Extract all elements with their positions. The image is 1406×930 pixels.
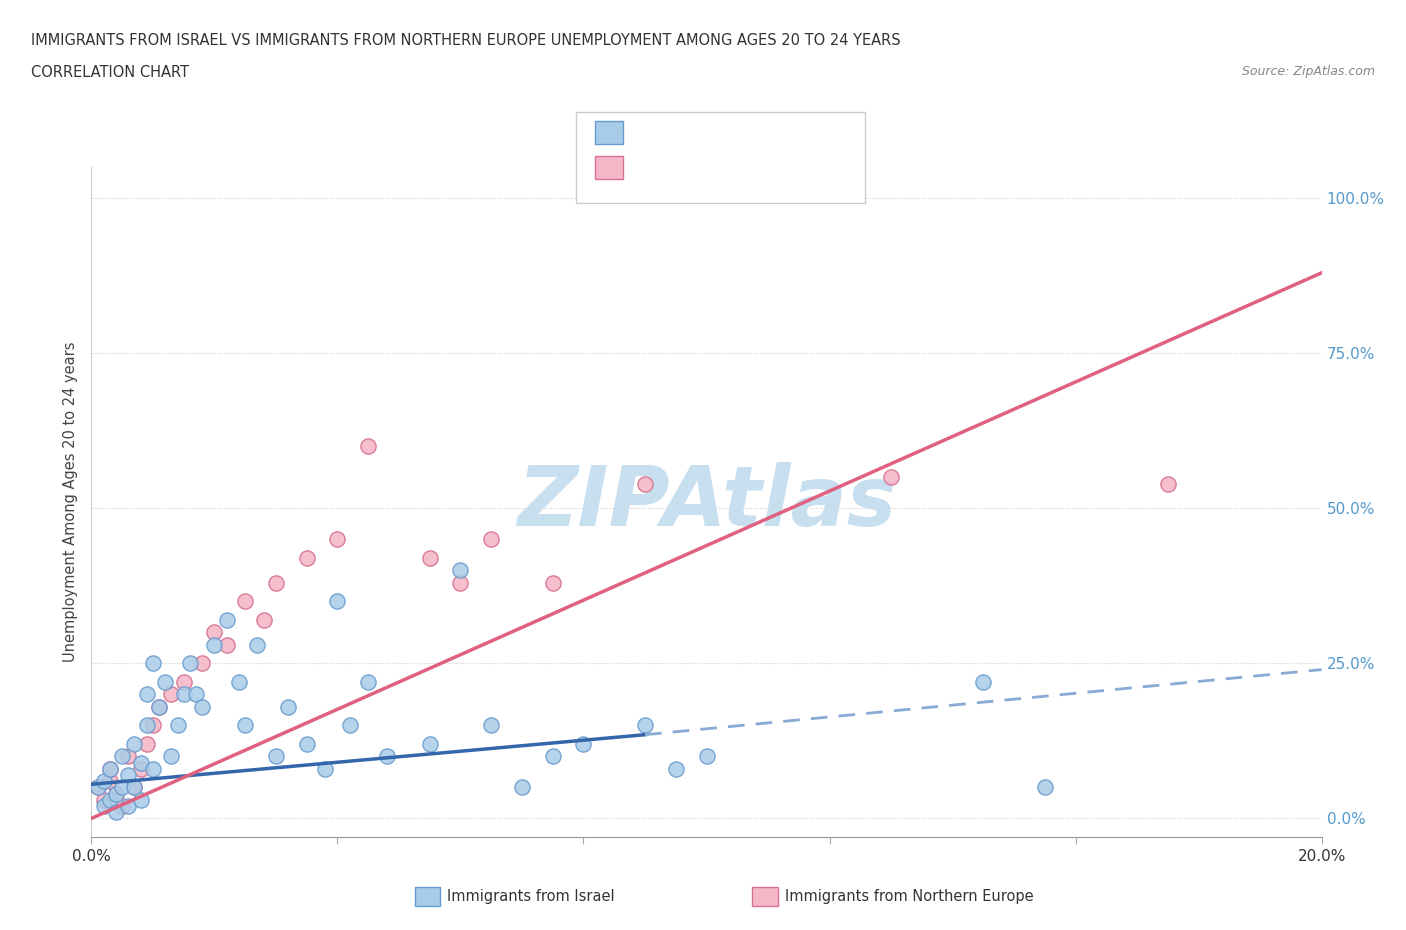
Point — [295, 551, 318, 565]
Point — [191, 699, 214, 714]
Point — [117, 799, 139, 814]
Point — [160, 749, 183, 764]
Point — [202, 625, 225, 640]
Point — [295, 737, 318, 751]
Point — [696, 749, 718, 764]
Point — [129, 792, 152, 807]
Text: Immigrants from Israel: Immigrants from Israel — [447, 889, 614, 904]
Point — [117, 767, 139, 782]
Text: R = 0.100   N =  51: R = 0.100 N = 51 — [631, 123, 823, 141]
Point — [98, 762, 121, 777]
Y-axis label: Unemployment Among Ages 20 to 24 years: Unemployment Among Ages 20 to 24 years — [63, 342, 79, 662]
Point — [375, 749, 398, 764]
Point — [105, 786, 127, 801]
Point — [479, 718, 502, 733]
Text: ZIPAtlas: ZIPAtlas — [517, 461, 896, 543]
Point — [253, 613, 276, 628]
Point — [357, 674, 380, 689]
Text: CORRELATION CHART: CORRELATION CHART — [31, 65, 188, 80]
Point — [541, 749, 564, 764]
Text: IMMIGRANTS FROM ISRAEL VS IMMIGRANTS FROM NORTHERN EUROPE UNEMPLOYMENT AMONG AGE: IMMIGRANTS FROM ISRAEL VS IMMIGRANTS FRO… — [31, 33, 901, 47]
Point — [510, 780, 533, 795]
Point — [215, 613, 238, 628]
Point — [233, 594, 256, 609]
Point — [972, 674, 994, 689]
Point — [634, 476, 657, 491]
Point — [124, 737, 146, 751]
Point — [215, 637, 238, 652]
Point — [98, 774, 121, 789]
Point — [326, 594, 349, 609]
Point — [86, 780, 108, 795]
Point — [98, 792, 121, 807]
Point — [449, 576, 471, 591]
Point — [111, 799, 134, 814]
Point — [277, 699, 299, 714]
Point — [117, 749, 139, 764]
Point — [148, 699, 170, 714]
Point — [449, 563, 471, 578]
Point — [326, 532, 349, 547]
Point — [541, 576, 564, 591]
Point — [572, 737, 595, 751]
Point — [135, 687, 157, 702]
Point — [105, 804, 127, 819]
Point — [357, 439, 380, 454]
Point — [129, 755, 152, 770]
Point — [202, 637, 225, 652]
Point — [124, 780, 146, 795]
Point — [184, 687, 207, 702]
Point — [246, 637, 269, 652]
Point — [86, 780, 108, 795]
Point — [142, 762, 165, 777]
Point — [142, 718, 165, 733]
Point — [93, 792, 115, 807]
Point — [179, 656, 201, 671]
Point — [93, 799, 115, 814]
Point — [135, 718, 157, 733]
Point — [173, 674, 195, 689]
Point — [1157, 476, 1180, 491]
Point — [419, 737, 441, 751]
Point — [419, 551, 441, 565]
Point — [479, 532, 502, 547]
Point — [160, 687, 183, 702]
Point — [111, 780, 134, 795]
Point — [233, 718, 256, 733]
Point — [142, 656, 165, 671]
Point — [129, 762, 152, 777]
Point — [173, 687, 195, 702]
Point — [264, 576, 287, 591]
Text: Immigrants from Northern Europe: Immigrants from Northern Europe — [785, 889, 1033, 904]
Point — [98, 762, 121, 777]
Point — [148, 699, 170, 714]
Point — [105, 786, 127, 801]
Point — [93, 774, 115, 789]
Point — [111, 749, 134, 764]
Point — [314, 762, 336, 777]
Point — [153, 674, 177, 689]
Point — [880, 470, 903, 485]
Point — [339, 718, 361, 733]
Point — [264, 749, 287, 764]
Point — [124, 780, 146, 795]
Text: R = 0.588   N = 30: R = 0.588 N = 30 — [631, 158, 815, 177]
Point — [634, 718, 657, 733]
Point — [191, 656, 214, 671]
Text: Source: ZipAtlas.com: Source: ZipAtlas.com — [1241, 65, 1375, 78]
Point — [228, 674, 250, 689]
Point — [665, 762, 688, 777]
Point — [1033, 780, 1056, 795]
Point — [166, 718, 188, 733]
Point — [135, 737, 157, 751]
